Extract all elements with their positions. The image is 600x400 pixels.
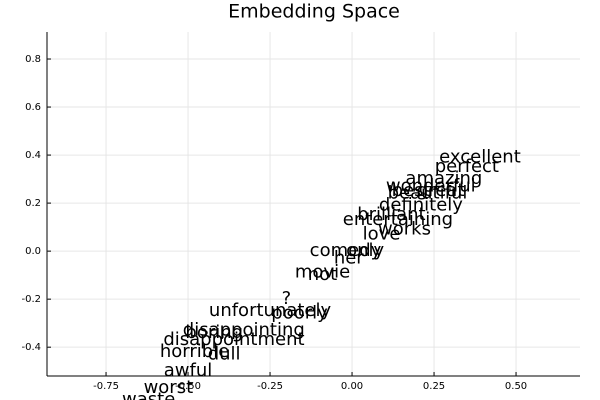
- word-point: disappointment: [163, 329, 304, 350]
- x-tick-label: -0.25: [257, 381, 283, 392]
- word-point: beautiful: [388, 182, 468, 203]
- word-point: unfortunately: [209, 300, 332, 321]
- word-point: not: [308, 264, 337, 285]
- word-point: definitely: [379, 195, 463, 216]
- word-point: poorly: [271, 303, 328, 324]
- word-point: wonderful: [386, 175, 476, 196]
- word-point: excellent: [439, 146, 521, 167]
- x-tick-label: 0.50: [505, 381, 527, 392]
- word-point: entertaining: [343, 209, 453, 230]
- word-point: works: [378, 219, 431, 240]
- word-point: brilliant: [357, 204, 425, 225]
- y-tick-label: 0.8: [25, 54, 41, 65]
- x-tick-label: -0.75: [93, 381, 119, 392]
- x-tick-label: 0.00: [341, 381, 363, 392]
- word-point: awful: [164, 360, 213, 381]
- y-tick-label: 0.2: [25, 198, 41, 209]
- word-point: boring: [185, 322, 243, 343]
- word-point: only: [346, 240, 384, 261]
- y-tick-label: 0.6: [25, 102, 41, 113]
- word-point: movie: [295, 262, 350, 283]
- y-tick-label: -0.2: [21, 294, 41, 305]
- word-point: comedy: [310, 240, 382, 261]
- word-point: horrible: [160, 341, 229, 362]
- word-point: best: [392, 180, 431, 201]
- y-tick-label: -0.4: [21, 342, 41, 353]
- word-point: great: [417, 180, 465, 201]
- word-point: waste: [122, 389, 175, 400]
- word-point: love: [363, 223, 401, 244]
- word-point: worst: [144, 377, 194, 398]
- word-point: dull: [208, 343, 241, 364]
- word-point: disappointing: [183, 319, 305, 340]
- word-point: perfect: [435, 156, 499, 177]
- x-tick-label: -0.50: [175, 381, 201, 392]
- word-point: ?: [282, 288, 292, 309]
- chart-title: Embedding Space: [228, 1, 400, 23]
- y-tick-label: 0.0: [25, 246, 41, 257]
- x-tick-label: 0.25: [423, 381, 445, 392]
- word-point: amazing: [405, 168, 482, 189]
- y-tick-label: 0.4: [25, 150, 41, 161]
- word-point: her: [334, 247, 364, 268]
